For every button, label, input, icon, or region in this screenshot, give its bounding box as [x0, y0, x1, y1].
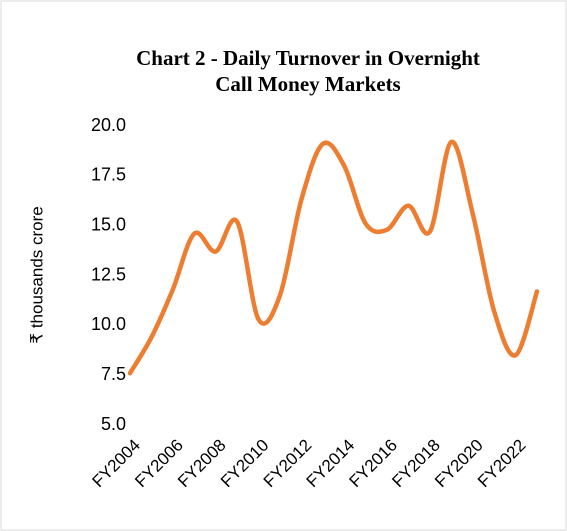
line-series: [127, 139, 540, 376]
y-tick-label: 17.5: [91, 165, 126, 185]
chart-title: Chart 2 - Daily Turnover in Overnight: [136, 46, 480, 70]
y-tick-label: 7.5: [101, 364, 126, 384]
y-tick-label: 20.0: [91, 115, 126, 135]
y-tick-label: 15.0: [91, 214, 126, 234]
y-tick-label: 12.5: [91, 264, 126, 284]
y-tick-label: 10.0: [91, 314, 126, 334]
y-axis-label: ₹ thousands crore: [27, 206, 46, 343]
chart-title: Call Money Markets: [215, 72, 400, 96]
y-tick-label: 5.0: [101, 414, 126, 434]
